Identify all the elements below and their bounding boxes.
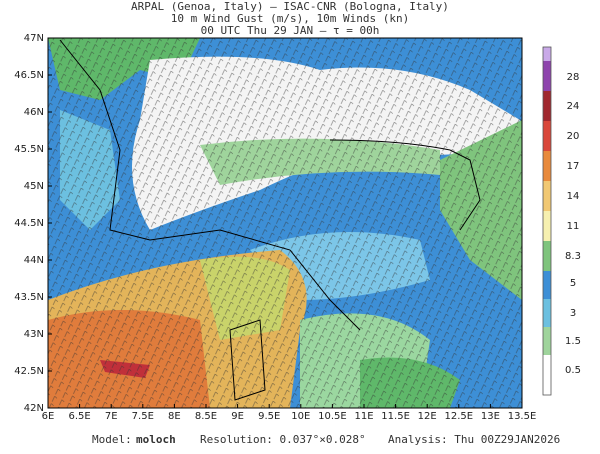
lon-label: 12.5E [445, 411, 474, 422]
lon-label: 6.5E [68, 411, 90, 422]
lat-label: 43.5N [14, 292, 44, 303]
colorbar-label: 24 [567, 101, 580, 112]
lon-label: 9E [231, 411, 244, 422]
lon-label: 11.5E [381, 411, 410, 422]
colorbar-label: 17 [567, 161, 580, 172]
lon-label: 8E [168, 411, 181, 422]
lat-label: 45.5N [14, 144, 44, 155]
lon-label: 10.5E [318, 411, 347, 422]
map-field [48, 38, 522, 408]
colorbar [542, 46, 552, 396]
colorbar-label: 11 [567, 221, 580, 232]
colorbar-label: 28 [567, 72, 580, 83]
colorbar-label: 1.5 [565, 336, 581, 347]
colorbar-label: 5 [570, 278, 576, 289]
lat-label: 46.5N [14, 70, 44, 81]
colorbar-label: 8.3 [565, 251, 581, 262]
colorbar-label: 0.5 [565, 365, 581, 376]
colorbar-label: 20 [567, 131, 580, 142]
header-line: 10 m Wind Gust (m/s), 10m Winds (kn) [171, 12, 409, 25]
lon-label: 7.5E [132, 411, 154, 422]
lon-label: 10E [291, 411, 310, 422]
lat-label: 45N [24, 181, 44, 192]
header-line: 00 UTC Thu 29 JAN – τ = 00h [201, 24, 380, 37]
lon-label: 8.5E [195, 411, 217, 422]
lon-label: 7E [105, 411, 118, 422]
lon-label: 9.5E [258, 411, 280, 422]
header-line: ARPAL (Genoa, Italy) – ISAC-CNR (Bologna… [131, 0, 449, 13]
lat-label: 46N [24, 107, 44, 118]
lat-label: 42N [24, 403, 44, 414]
lon-label: 13E [481, 411, 500, 422]
lat-label: 43N [24, 329, 44, 340]
footer-model-label: Model: [92, 433, 132, 446]
footer-analysis: Analysis: Thu 00Z29JAN2026 [388, 433, 560, 446]
footer-model: moloch [136, 433, 176, 446]
colorbar-label: 3 [570, 308, 576, 319]
lon-label: 11E [354, 411, 373, 422]
footer-resolution: Resolution: 0.037°×0.028° [200, 433, 366, 446]
lat-label: 42.5N [14, 366, 44, 377]
lon-label: 13.5E [508, 411, 537, 422]
lat-label: 44N [24, 255, 44, 266]
lat-label: 47N [24, 33, 44, 44]
colorbar-label: 14 [567, 191, 580, 202]
lat-label: 44.5N [14, 218, 44, 229]
lon-label: 6E [42, 411, 55, 422]
lon-label: 12E [418, 411, 437, 422]
